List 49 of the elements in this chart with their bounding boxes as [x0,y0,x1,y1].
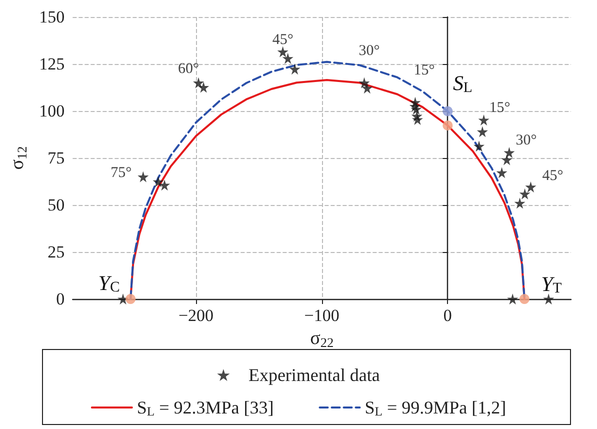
point [474,140,485,152]
point [289,64,300,75]
y-tick-label: 0 [56,290,65,308]
point [496,167,508,178]
point [362,82,373,94]
point [358,77,370,88]
point [507,294,518,304]
x-tick-label: 0 [443,306,452,325]
point [198,82,210,93]
x-tick-label: −100 [304,306,340,325]
point [519,188,530,200]
point [193,77,204,88]
annotation: 15° [414,62,435,78]
legend-label: Experimental data [248,365,380,385]
point [543,294,554,304]
y-tick-label: 25 [48,242,65,262]
point [478,114,490,126]
point [159,180,170,191]
point [525,181,536,192]
point [514,198,526,209]
point [442,106,453,116]
point [476,126,488,138]
x-tick-label: −200 [178,306,214,325]
point [442,120,453,130]
y-tick-label: 125 [39,54,65,74]
annotation: 30° [516,132,537,149]
y-axis-title: σ12 [7,146,30,170]
point [126,294,136,304]
annotation: YT [541,272,562,297]
point [138,171,149,182]
point [501,154,512,166]
annotation: 30° [358,42,380,59]
annotation: 45° [542,168,564,184]
point [152,176,164,188]
point [519,294,530,304]
annotation: 75° [110,164,132,181]
point [282,52,294,64]
y-tick-label: 75 [48,148,65,168]
annotation: 15° [489,100,510,116]
y-tick-label: 150 [39,8,65,26]
y-tick-label: 50 [48,196,65,214]
annotation: YC [98,271,120,296]
point [410,104,422,115]
annotation: 45° [272,32,294,48]
annotation: 60° [178,60,200,77]
y-tick-label: 100 [39,102,65,120]
point [277,46,288,58]
point [412,114,423,125]
annotation: SL [452,71,472,96]
